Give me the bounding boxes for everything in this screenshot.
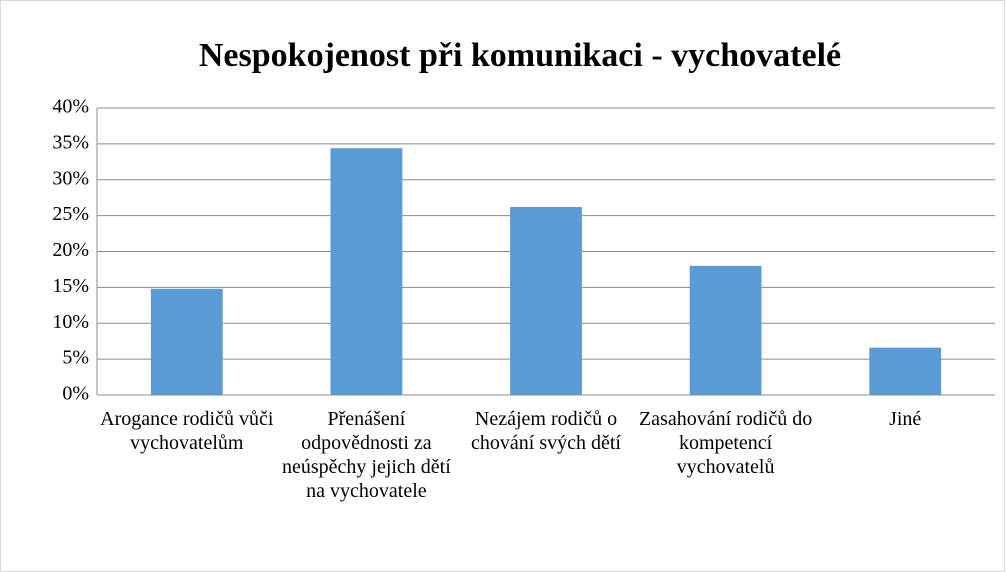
y-tick-label: 15% [52,275,89,297]
x-tick-label: Nezájem rodičů o chování svých dětí [471,408,621,454]
x-tick-label: Zasahování rodičů do kompetencí vychovat… [638,408,813,478]
bar [689,265,762,395]
y-tick-label: 5% [62,347,89,369]
bar [510,207,582,395]
x-tick-label: Přenášení odpovědnosti za neúspěchy jeji… [281,408,451,502]
chart-title: Nespokojenost při komunikaci - vychovate… [199,37,841,74]
y-tick-label: 0% [62,383,89,405]
y-tick-label: 30% [52,167,89,189]
x-tick-label: Jiné [889,408,922,430]
y-tick-label: 10% [52,311,89,333]
x-tick-label: Arogance rodičů vůči vychovatelům [100,408,274,454]
y-tick-label: 25% [52,203,89,225]
y-tick-label: 40% [52,96,89,118]
y-tick-label: 35% [52,131,89,153]
y-tick-label: 20% [52,239,89,261]
bar [150,288,223,395]
bar [869,347,942,395]
bar [330,148,403,395]
